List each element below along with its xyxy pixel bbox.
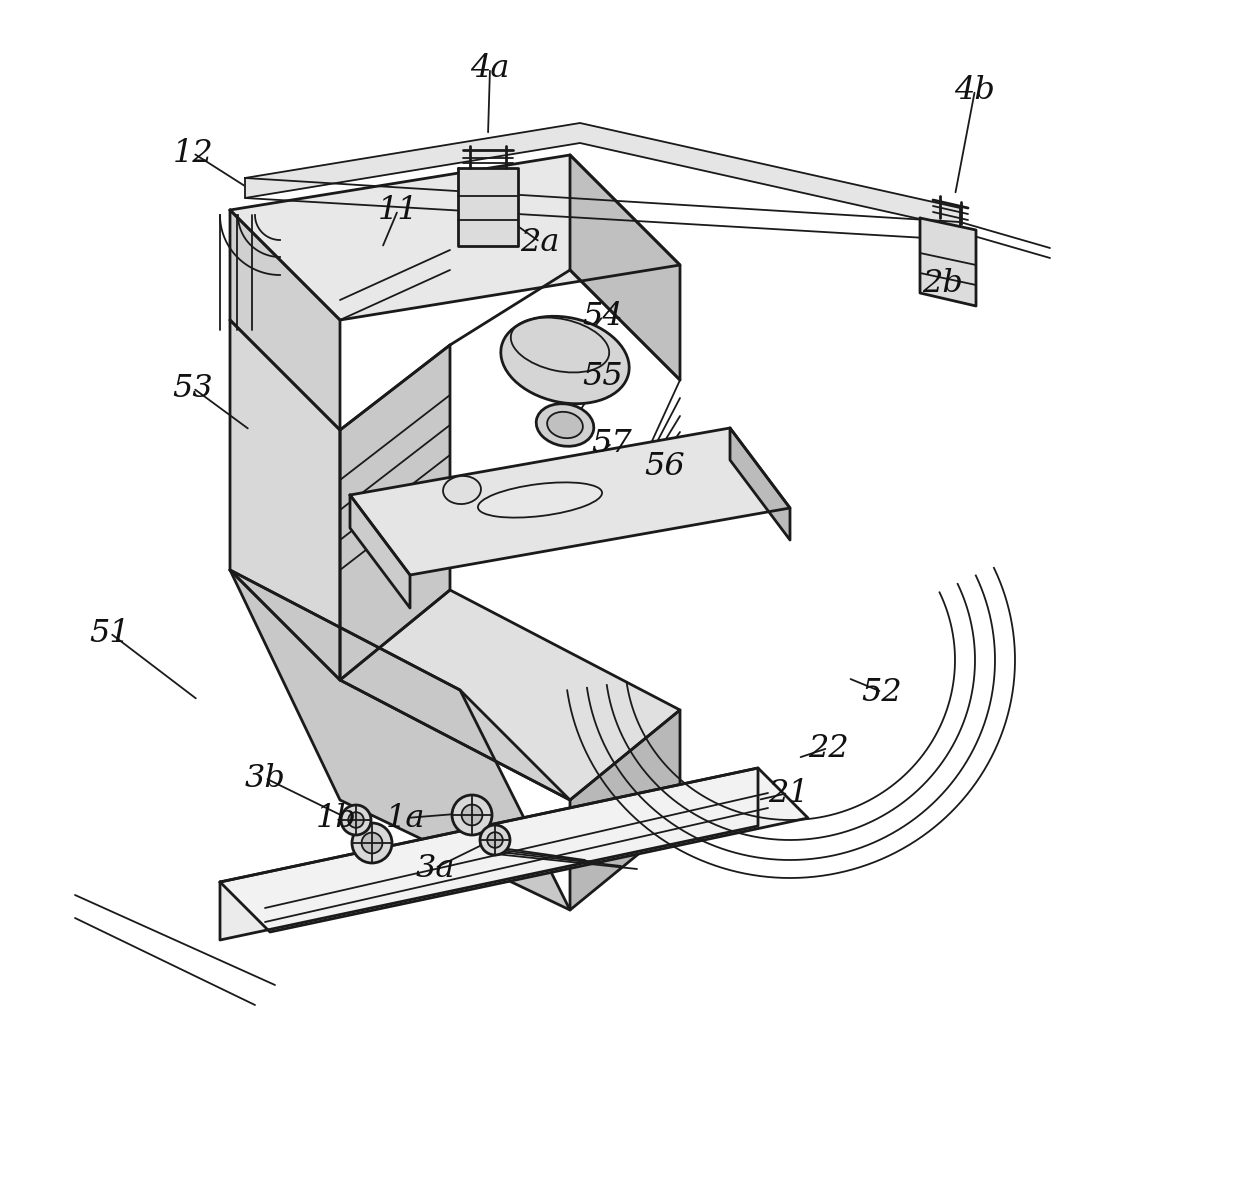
Text: 1a: 1a [386,802,425,834]
Text: 1b: 1b [315,802,356,834]
Polygon shape [229,570,570,910]
Text: 4b: 4b [955,75,996,105]
Polygon shape [219,768,758,940]
Polygon shape [246,123,960,228]
Text: 3a: 3a [415,853,455,884]
Polygon shape [458,168,518,246]
Circle shape [348,813,363,828]
Text: 21: 21 [768,777,808,808]
Text: 57: 57 [591,427,632,459]
Ellipse shape [443,476,481,504]
Text: 12: 12 [172,137,213,168]
Ellipse shape [501,316,629,403]
Text: 22: 22 [807,732,848,763]
Polygon shape [920,218,976,306]
Circle shape [487,832,502,848]
Text: 51: 51 [89,618,130,648]
Text: 4a: 4a [470,52,510,84]
Text: 3b: 3b [244,763,285,794]
Polygon shape [219,768,808,932]
Polygon shape [730,428,790,539]
Text: 52: 52 [862,677,903,707]
Polygon shape [340,590,680,800]
Circle shape [352,823,392,864]
Polygon shape [229,155,680,319]
Text: 53: 53 [172,373,213,403]
Polygon shape [340,345,450,680]
Polygon shape [350,494,410,608]
Text: 2b: 2b [923,267,963,298]
Polygon shape [570,155,680,380]
Polygon shape [229,570,570,800]
Circle shape [461,804,482,826]
Text: 54: 54 [583,300,624,331]
Ellipse shape [547,412,583,438]
Ellipse shape [477,483,603,518]
Circle shape [480,825,510,855]
Text: 56: 56 [645,451,686,481]
Polygon shape [570,710,680,910]
Circle shape [453,795,492,835]
Polygon shape [229,319,340,680]
Polygon shape [229,211,340,429]
Circle shape [341,804,371,835]
Text: 2a: 2a [521,226,559,258]
Text: 55: 55 [583,361,624,392]
Ellipse shape [536,403,594,446]
Text: 11: 11 [378,194,418,226]
Polygon shape [350,428,790,575]
Circle shape [362,833,382,853]
